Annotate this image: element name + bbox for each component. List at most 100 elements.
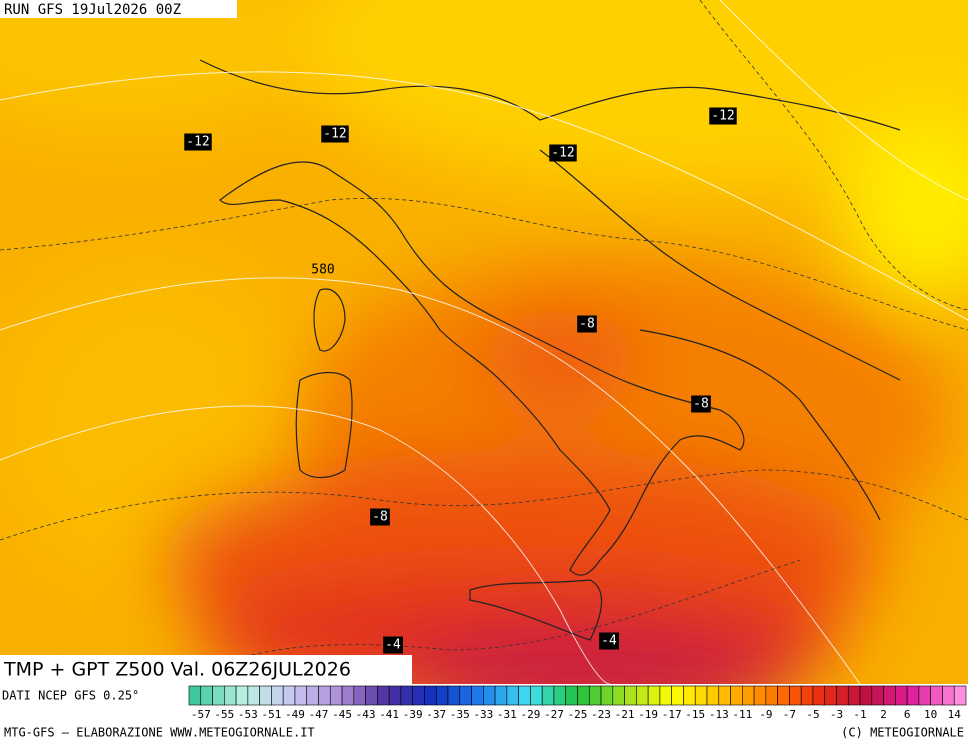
colorbar-label: 14 <box>948 708 962 721</box>
colorbar-label: -5 <box>806 708 819 721</box>
colorbar-cell <box>847 685 861 706</box>
colorbar: -57 -55 -53 -51 -49 -47 -45 -43 -41 -39 -37 -35 -33-… <box>188 685 967 721</box>
colorbar-cell <box>800 685 814 706</box>
colorbar-cell <box>400 685 413 706</box>
colorbar-label: -51 <box>261 708 281 721</box>
colorbar-cell <box>506 685 519 706</box>
colorbar-cell <box>718 685 731 706</box>
contour-label-box <box>370 508 390 526</box>
colorbar-cell <box>318 685 331 706</box>
colorbar-cell <box>530 685 543 706</box>
colorbar-cell <box>259 685 272 706</box>
colorbar-cell <box>188 685 202 706</box>
colorbar-cell <box>447 685 461 706</box>
colorbar-label: -21 <box>615 708 635 721</box>
colorbar-cell <box>412 685 425 706</box>
title-box <box>0 655 412 684</box>
contour-label-box <box>184 133 212 151</box>
colorbar-cell <box>424 685 437 706</box>
colorbar-cell <box>789 685 802 706</box>
colorbar-cell <box>730 685 743 706</box>
colorbar-cell <box>636 685 649 706</box>
colorbar-cell <box>471 685 484 706</box>
colorbar-label: -53 <box>238 708 258 721</box>
contour-label-box <box>549 144 577 162</box>
colorbar-label: -13 <box>709 708 729 721</box>
colorbar-cell <box>765 685 778 706</box>
colorbar-cell <box>659 685 672 706</box>
contour-label-box <box>383 636 403 654</box>
contour-label: -4 <box>385 638 401 653</box>
colorbar-cell <box>683 685 696 706</box>
colorbar-cell <box>388 685 402 706</box>
colorbar-cell <box>671 685 684 706</box>
colorbar-cell <box>588 685 602 706</box>
colorbar-cell <box>494 685 508 706</box>
contour-label-box <box>709 107 737 125</box>
contour-labels: -12 -12 -12 -12 580 -8 -8 -8 -4 -4 <box>184 107 737 654</box>
colorbar-label: 6 <box>904 708 911 721</box>
colorbar-cell <box>235 685 249 706</box>
colorbar-cell <box>353 685 366 706</box>
run-label: RUN GFS 19Jul2026 00Z <box>4 2 181 18</box>
geopotential-lines <box>0 0 968 684</box>
colorbar-label: 10 <box>924 708 937 721</box>
colorbar-cell <box>294 685 308 706</box>
colorbar-cell <box>624 685 637 706</box>
colorbar-label: -29 <box>520 708 540 721</box>
colorbar-cell <box>518 685 531 706</box>
colorbar-cell <box>541 685 555 706</box>
contour-label: -12 <box>711 109 734 124</box>
colorbar-label: -7 <box>783 708 796 721</box>
contour-label: -12 <box>323 127 346 142</box>
colorbar-cell <box>224 685 237 706</box>
colorbar-label: -55 <box>214 708 234 721</box>
colorbar-label: -43 <box>356 708 376 721</box>
colorbar-label: -3 <box>830 708 843 721</box>
colorbar-cell <box>565 685 578 706</box>
contour-label-box <box>599 632 619 650</box>
colorbar-cell <box>953 685 967 706</box>
contour-label: 580 <box>311 263 334 278</box>
colorbar-cell <box>377 685 390 706</box>
colorbar-cell <box>577 685 590 706</box>
colorbar-label: -35 <box>450 708 470 721</box>
contour-label: -12 <box>186 135 209 150</box>
colorbar-cell <box>942 685 955 706</box>
contour-label: -8 <box>579 317 595 332</box>
contour-label-box <box>577 315 597 333</box>
footer-left: MTG-GFS – ELABORAZIONE WWW.METEOGIORNALE… <box>4 726 315 740</box>
colorbar-cell <box>836 685 849 706</box>
colorbar-cell <box>883 685 896 706</box>
colorbar-label: -41 <box>379 708 399 721</box>
contour-label: -12 <box>551 146 574 161</box>
temperature-contours <box>0 0 968 684</box>
colorbar-label: 2 <box>880 708 887 721</box>
map-title: TMP + GPT Z500 Val. 06Z26JUL2026 <box>3 659 351 681</box>
contour-label-box <box>321 125 349 143</box>
colorbar-cell <box>694 685 708 706</box>
colorbar-cell <box>365 685 378 706</box>
colorbar-cell <box>212 685 225 706</box>
colorbar-cell <box>859 685 873 706</box>
colorbar-cell <box>612 685 625 706</box>
colorbar-label: -47 <box>309 708 329 721</box>
colorbar-label: -49 <box>285 708 305 721</box>
colorbar-cell <box>812 685 826 706</box>
colorbar-cell <box>895 685 908 706</box>
contour-label-box <box>691 395 711 413</box>
colorbar-label: -11 <box>732 708 752 721</box>
coastlines <box>199 59 901 641</box>
colorbar-cell <box>742 685 755 706</box>
colorbar-cell <box>824 685 837 706</box>
colorbar-label: -37 <box>426 708 446 721</box>
colorbar-cell <box>553 685 567 706</box>
colorbar-cell <box>200 685 213 706</box>
colorbar-cell <box>871 685 884 706</box>
colorbar-cell <box>906 685 920 706</box>
colorbar-label: -1 <box>853 708 866 721</box>
colorbar-cell <box>271 685 284 706</box>
colorbar-cell <box>930 685 943 706</box>
contour-label: -8 <box>372 510 388 525</box>
colorbar-label: -27 <box>544 708 564 721</box>
